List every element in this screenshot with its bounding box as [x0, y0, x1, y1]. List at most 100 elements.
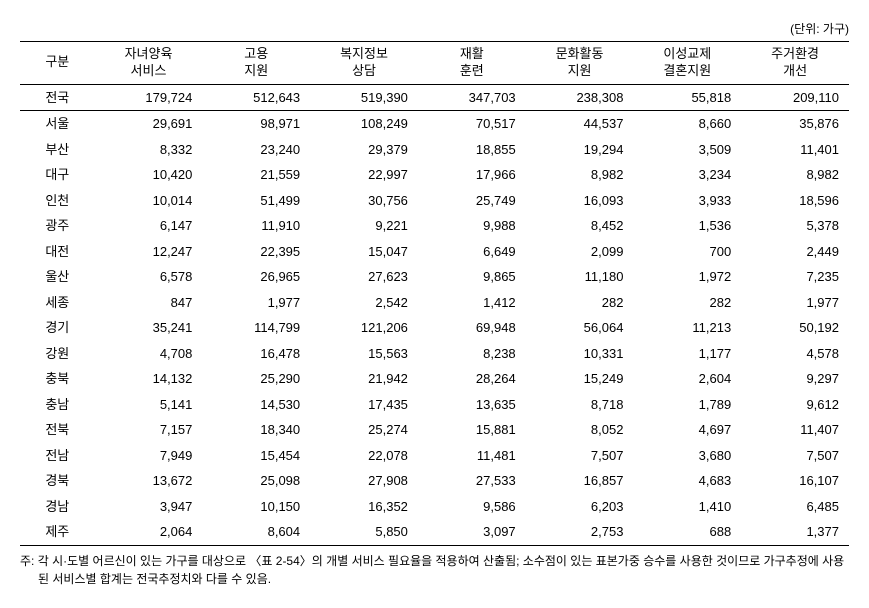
data-cell: 16,107 [741, 468, 849, 494]
data-cell: 688 [633, 519, 741, 545]
data-cell: 1,177 [633, 341, 741, 367]
table-row: 울산6,57826,96527,6239,86511,1801,9727,235 [20, 264, 849, 290]
data-cell: 27,533 [418, 468, 526, 494]
region-label: 강원 [20, 341, 95, 367]
data-cell: 7,507 [741, 443, 849, 469]
data-cell: 11,401 [741, 137, 849, 163]
data-cell: 3,680 [633, 443, 741, 469]
data-cell: 3,097 [418, 519, 526, 545]
data-cell: 11,407 [741, 417, 849, 443]
data-cell: 519,390 [310, 84, 418, 111]
data-cell: 10,331 [526, 341, 634, 367]
table-row: 경기35,241114,799121,20669,94856,06411,213… [20, 315, 849, 341]
data-cell: 70,517 [418, 111, 526, 137]
data-cell: 6,203 [526, 494, 634, 520]
data-cell: 3,234 [633, 162, 741, 188]
region-label: 대구 [20, 162, 95, 188]
data-cell: 7,507 [526, 443, 634, 469]
table-row: 인천10,01451,49930,75625,74916,0933,93318,… [20, 188, 849, 214]
data-cell: 18,596 [741, 188, 849, 214]
data-table: 구분자녀양육서비스고용지원복지정보상담재활훈련문화활동지원이성교제결혼지원주거환… [20, 41, 849, 546]
data-cell: 25,749 [418, 188, 526, 214]
region-label: 서울 [20, 111, 95, 137]
column-header: 문화활동지원 [526, 42, 634, 85]
column-header: 복지정보상담 [310, 42, 418, 85]
data-cell: 4,697 [633, 417, 741, 443]
data-cell: 15,249 [526, 366, 634, 392]
data-cell: 7,949 [95, 443, 203, 469]
column-header: 고용지원 [202, 42, 310, 85]
data-cell: 9,865 [418, 264, 526, 290]
region-label: 전국 [20, 84, 95, 111]
data-cell: 1,412 [418, 290, 526, 316]
data-cell: 1,536 [633, 213, 741, 239]
data-cell: 11,910 [202, 213, 310, 239]
data-cell: 2,753 [526, 519, 634, 545]
data-cell: 847 [95, 290, 203, 316]
data-cell: 16,352 [310, 494, 418, 520]
table-row: 전북7,15718,34025,27415,8818,0524,69711,40… [20, 417, 849, 443]
data-cell: 5,850 [310, 519, 418, 545]
table-row: 대전12,24722,39515,0476,6492,0997002,449 [20, 239, 849, 265]
data-cell: 19,294 [526, 137, 634, 163]
data-cell: 8,452 [526, 213, 634, 239]
region-label: 충남 [20, 392, 95, 418]
table-row: 제주2,0648,6045,8503,0972,7536881,377 [20, 519, 849, 545]
data-cell: 8,238 [418, 341, 526, 367]
region-label: 광주 [20, 213, 95, 239]
data-cell: 12,247 [95, 239, 203, 265]
data-cell: 6,649 [418, 239, 526, 265]
unit-label: (단위: 가구) [20, 20, 849, 37]
data-cell: 16,478 [202, 341, 310, 367]
data-cell: 179,724 [95, 84, 203, 111]
table-row: 경북13,67225,09827,90827,53316,8574,68316,… [20, 468, 849, 494]
data-cell: 11,180 [526, 264, 634, 290]
data-cell: 1,377 [741, 519, 849, 545]
data-cell: 238,308 [526, 84, 634, 111]
data-cell: 9,586 [418, 494, 526, 520]
data-cell: 6,578 [95, 264, 203, 290]
data-cell: 18,340 [202, 417, 310, 443]
region-label: 대전 [20, 239, 95, 265]
data-cell: 51,499 [202, 188, 310, 214]
data-cell: 1,972 [633, 264, 741, 290]
data-cell: 5,378 [741, 213, 849, 239]
data-cell: 13,672 [95, 468, 203, 494]
data-cell: 7,157 [95, 417, 203, 443]
column-header: 주거환경개선 [741, 42, 849, 85]
data-cell: 9,612 [741, 392, 849, 418]
data-cell: 28,264 [418, 366, 526, 392]
data-cell: 9,988 [418, 213, 526, 239]
data-cell: 23,240 [202, 137, 310, 163]
data-cell: 209,110 [741, 84, 849, 111]
data-cell: 2,449 [741, 239, 849, 265]
data-cell: 10,014 [95, 188, 203, 214]
table-row: 대구10,42021,55922,99717,9668,9823,2348,98… [20, 162, 849, 188]
data-cell: 15,454 [202, 443, 310, 469]
data-cell: 21,559 [202, 162, 310, 188]
data-cell: 55,818 [633, 84, 741, 111]
region-label: 부산 [20, 137, 95, 163]
data-cell: 22,078 [310, 443, 418, 469]
data-cell: 14,530 [202, 392, 310, 418]
region-label: 경기 [20, 315, 95, 341]
data-cell: 27,908 [310, 468, 418, 494]
data-cell: 17,435 [310, 392, 418, 418]
data-cell: 2,099 [526, 239, 634, 265]
table-container: (단위: 가구) 구분자녀양육서비스고용지원복지정보상담재활훈련문화활동지원이성… [20, 20, 849, 588]
region-label: 인천 [20, 188, 95, 214]
data-cell: 347,703 [418, 84, 526, 111]
table-row: 전남7,94915,45422,07811,4817,5073,6807,507 [20, 443, 849, 469]
data-cell: 25,274 [310, 417, 418, 443]
region-label: 경남 [20, 494, 95, 520]
column-header: 이성교제결혼지원 [633, 42, 741, 85]
region-label: 전북 [20, 417, 95, 443]
data-cell: 512,643 [202, 84, 310, 111]
data-cell: 16,093 [526, 188, 634, 214]
data-cell: 11,481 [418, 443, 526, 469]
data-cell: 1,977 [741, 290, 849, 316]
data-cell: 6,485 [741, 494, 849, 520]
data-cell: 16,857 [526, 468, 634, 494]
data-cell: 56,064 [526, 315, 634, 341]
data-cell: 5,141 [95, 392, 203, 418]
